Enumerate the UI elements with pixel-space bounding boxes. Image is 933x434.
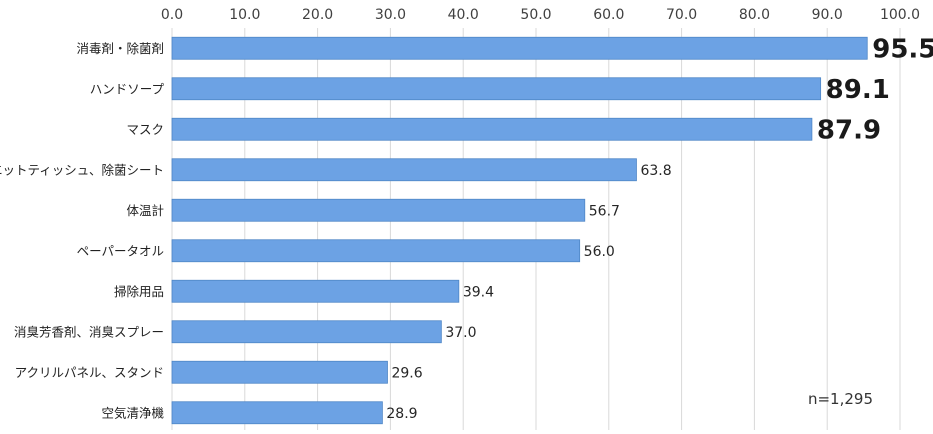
x-tick-label: 20.0 <box>302 7 333 23</box>
x-tick-label: 0.0 <box>161 7 183 23</box>
x-tick-label: 70.0 <box>666 7 697 23</box>
data-label: 39.4 <box>463 284 494 300</box>
x-axis-ticks: 0.0 10.0 20.0 30.0 40.0 50.0 60.0 70.0 80.0 90.0 1… <box>161 7 920 23</box>
x-tick-label: 10.0 <box>229 7 260 23</box>
x-tick-label: 60.0 <box>593 7 624 23</box>
bar <box>171 77 822 101</box>
bar <box>171 117 813 141</box>
bars <box>171 36 868 425</box>
category-label: アクリルパネル、スタンド <box>15 365 164 380</box>
data-label: 63.8 <box>640 163 671 179</box>
x-tick-label: 80.0 <box>739 7 770 23</box>
x-tick-label: 100.0 <box>880 7 920 23</box>
data-label: 28.9 <box>386 406 417 422</box>
data-label: 29.6 <box>391 365 422 381</box>
data-label: 37.0 <box>445 325 476 341</box>
bar <box>171 320 442 344</box>
category-label: 体温計 <box>126 203 164 218</box>
category-label: 消臭芳香剤、消臭スプレー <box>14 324 164 339</box>
category-label: ペーパータオル <box>77 243 164 258</box>
category-label: 掃除用品 <box>114 284 164 299</box>
bar <box>171 158 637 182</box>
bar <box>171 239 581 263</box>
data-labels: 95.5 89.1 87.9 63.8 56.7 56.0 39.4 37.0 29.6 28.9 <box>386 34 933 422</box>
bar <box>171 198 586 222</box>
x-tick-label: 90.0 <box>812 7 843 23</box>
y-axis-categories: 消毒剤・除菌剤ハンドソープマスクウエットティッシュ、除菌シート体温計ペーパータオ… <box>0 41 164 421</box>
data-label: 87.9 <box>817 115 881 145</box>
data-label: 95.5 <box>872 34 933 64</box>
bar <box>171 279 460 303</box>
sample-size-note: n=1,295 <box>807 390 873 408</box>
bar <box>171 36 868 60</box>
x-tick-label: 40.0 <box>448 7 479 23</box>
category-label: マスク <box>126 122 164 137</box>
x-tick-label: 30.0 <box>375 7 406 23</box>
x-tick-label: 50.0 <box>520 7 551 23</box>
data-label: 56.0 <box>584 244 615 260</box>
category-label: 消毒剤・除菌剤 <box>76 41 164 56</box>
data-label: 89.1 <box>826 75 890 105</box>
category-label: ウエットティッシュ、除菌シート <box>0 162 164 177</box>
bar <box>171 360 388 384</box>
category-label: ハンドソープ <box>90 81 165 96</box>
data-label: 56.7 <box>589 203 620 219</box>
bar <box>171 401 383 425</box>
category-label: 空気清浄機 <box>101 405 164 420</box>
